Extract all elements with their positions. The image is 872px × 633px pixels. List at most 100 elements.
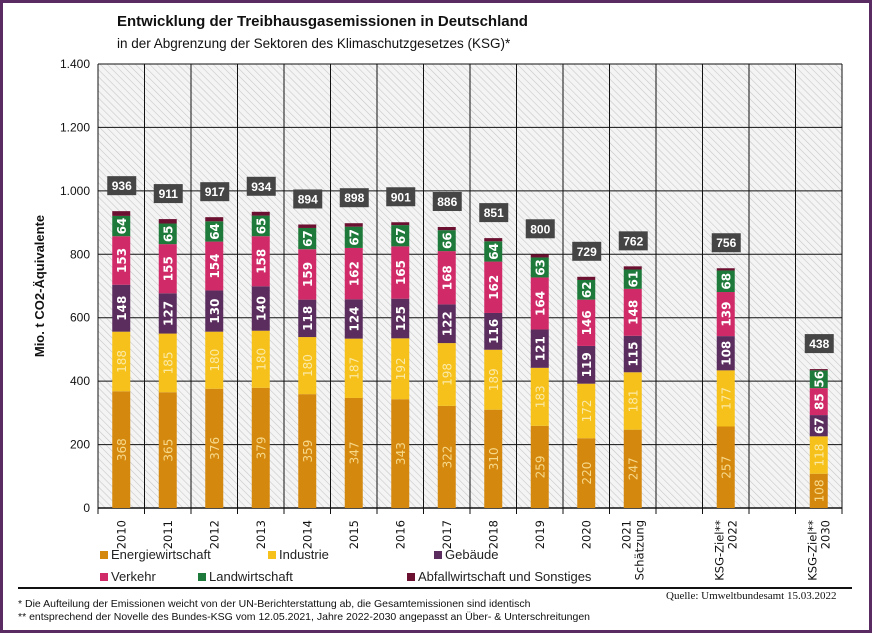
bar-segment: [112, 331, 131, 392]
legend-label: Verkehr: [111, 569, 156, 584]
total-label-box: [525, 219, 555, 239]
data-label: 347: [347, 442, 361, 465]
legend-swatch: [100, 550, 108, 559]
legend-swatch: [434, 550, 442, 559]
x-tick-label: Schätzung: [632, 520, 646, 580]
bar-segment: [251, 286, 270, 331]
data-label: 168: [440, 265, 454, 290]
total-label: 886: [437, 195, 457, 209]
y-tick-label: 0: [83, 501, 90, 515]
x-tick-label: 2018: [486, 520, 500, 549]
data-label: 61: [626, 271, 640, 288]
bar-segment: [205, 221, 224, 242]
bar-segment: [205, 388, 224, 508]
bar-segment: [112, 211, 131, 216]
bar-segment: [205, 241, 224, 291]
data-label: 322: [440, 445, 454, 468]
data-label: 257: [719, 456, 733, 479]
data-label: 122: [440, 311, 454, 336]
chart-subtitle: in der Abgrenzung der Sektoren des Klima…: [117, 36, 511, 51]
x-tick-label: KSG-Ziel**: [805, 520, 819, 581]
bar-segment: [809, 388, 828, 416]
data-label: 376: [208, 437, 222, 460]
data-label: 183: [533, 385, 547, 408]
y-axis-label: Mio. t CO2-Äquivalente: [32, 215, 47, 357]
total-label-box: [386, 187, 416, 207]
data-label: 62: [580, 281, 594, 298]
data-label: 125: [394, 306, 408, 331]
bar-segment: [530, 329, 549, 368]
data-label: 140: [254, 296, 268, 321]
y-tick-label: 800: [70, 247, 90, 261]
bar-segment: [251, 387, 270, 508]
legend-swatch: [198, 572, 206, 581]
data-label: 155: [161, 256, 175, 281]
bar-segment: [298, 394, 317, 508]
bar-segment: [205, 331, 224, 389]
y-tick-label: 1.200: [60, 120, 90, 134]
data-label: 189: [487, 368, 501, 391]
total-label: 936: [112, 179, 132, 193]
bar-segment: [484, 238, 503, 242]
data-label: 159: [301, 262, 315, 287]
bar-segment: [484, 241, 503, 262]
data-label: 310: [487, 447, 501, 470]
data-label: 121: [533, 336, 547, 361]
total-label: 729: [577, 245, 597, 259]
legend-item: Verkehr: [100, 569, 180, 584]
legend-item: Abfallwirtschaft und Sonstiges: [407, 569, 591, 584]
data-label: 67: [812, 417, 826, 434]
bar-segment: [112, 236, 131, 285]
bar-segment: [205, 217, 224, 222]
bar-segment: [577, 279, 596, 300]
bar-segment: [391, 225, 410, 247]
bar-segment: [298, 224, 317, 228]
bar-segment: [484, 409, 503, 508]
total-label: 894: [298, 192, 318, 206]
bar-segment: [158, 333, 177, 393]
data-label: 67: [394, 227, 408, 244]
legend-label: Abfallwirtschaft und Sonstiges: [418, 569, 592, 584]
bar-segment: [158, 223, 177, 245]
data-label: 119: [580, 352, 594, 377]
bar-segment: [577, 438, 596, 508]
data-label: 85: [812, 393, 826, 410]
legend-item: Industrie: [268, 547, 416, 562]
x-tick-label: 2015: [347, 520, 361, 549]
total-label: 762: [623, 234, 643, 248]
data-label: 63: [533, 259, 547, 276]
y-tick-label: 400: [70, 374, 90, 388]
bar-segment: [298, 227, 317, 250]
legend-item: Energiewirtschaft: [100, 547, 250, 562]
y-tick-label: 200: [70, 438, 90, 452]
bar-segment: [530, 254, 549, 258]
data-label: 66: [440, 232, 454, 249]
bar-segment: [623, 266, 642, 270]
data-label: 192: [394, 357, 408, 380]
chart-title: Entwicklung der Treibhausgasemissionen i…: [117, 13, 528, 30]
data-label: 65: [254, 218, 268, 235]
bar-segment: [391, 246, 410, 299]
bar-segment: [716, 268, 735, 271]
bar-segment: [623, 269, 642, 289]
data-label: 64: [115, 218, 129, 235]
total-label-box: [246, 176, 276, 196]
data-label: 172: [580, 400, 594, 423]
bar-segment: [716, 426, 735, 508]
data-label: 108: [719, 341, 733, 366]
data-label: 108: [812, 479, 826, 502]
bar-segment: [344, 338, 363, 398]
bar-segment: [577, 383, 596, 439]
total-label: 934: [251, 180, 271, 194]
bar-segment: [530, 367, 549, 426]
bar-segment: [623, 335, 642, 373]
bar-segment: [251, 211, 270, 216]
bar-segment: [809, 369, 828, 371]
data-label: 64: [208, 223, 222, 240]
bar-segment: [344, 397, 363, 508]
source-note: Quelle: Umweltbundesamt 15.03.2022: [666, 590, 837, 602]
total-label-box: [107, 176, 137, 196]
data-label: 181: [626, 390, 640, 413]
bar-segment: [391, 399, 410, 508]
data-label: 259: [533, 455, 547, 478]
